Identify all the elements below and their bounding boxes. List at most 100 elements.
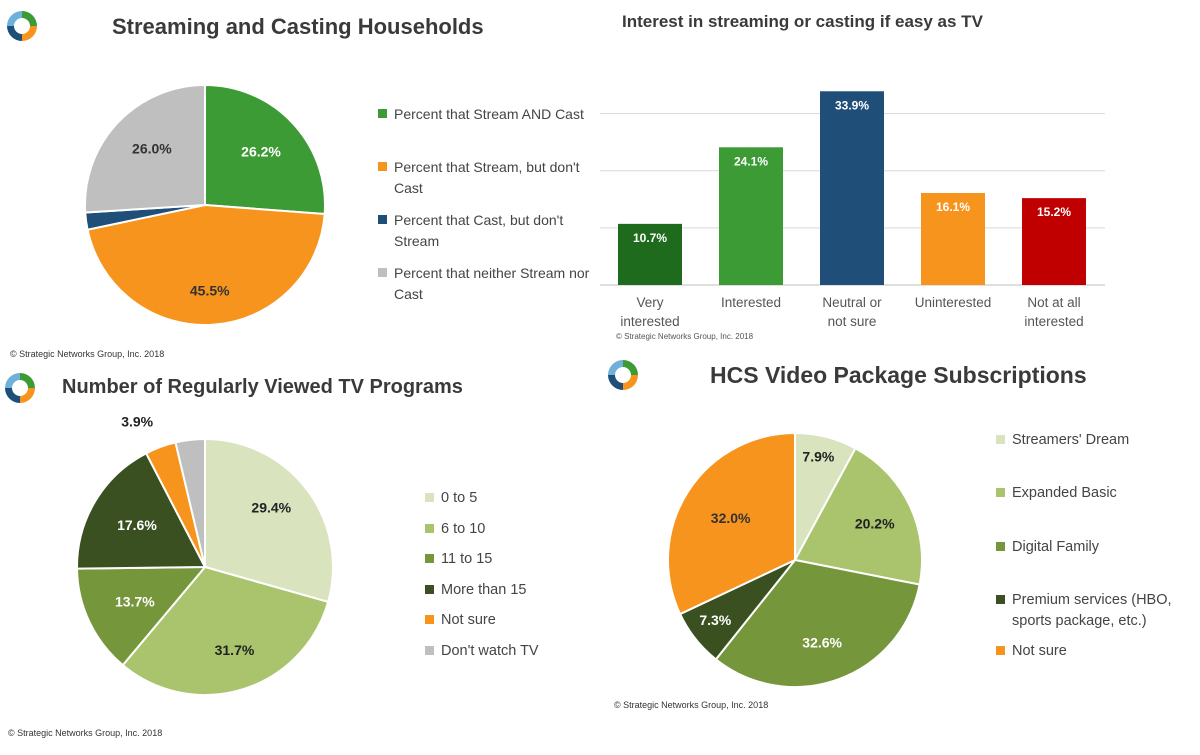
legend-label: Not sure (1012, 643, 1067, 659)
pie-label-premium-services-hbo-sports-package-etc: 7.3% (699, 612, 731, 628)
logo-icon (7, 11, 37, 41)
legend-swatch (996, 435, 1005, 444)
pie-label-streamers-dream: 7.9% (802, 448, 834, 464)
pie-slice-not-sure (667, 431, 796, 616)
interest-bar-chart: 10.7% Very interested 24.1% Interested 33.9% N… (600, 91, 1105, 329)
pie-label-11-to-15: 13.7% (115, 593, 155, 609)
legend-label: Don't watch TV (441, 642, 539, 659)
legend-label: Premium services (HBO, sports package, e… (1012, 592, 1172, 629)
legend-label: More than 15 (441, 581, 527, 598)
legend-swatch (378, 215, 387, 224)
programs-title: Number of Regularly Viewed TV Programs (62, 376, 463, 398)
legend-swatch (425, 584, 434, 594)
legend-item-11-to-15: 11 to 15 (425, 549, 605, 570)
legend-swatch (996, 646, 1005, 655)
legend-label: 11 to 15 (441, 551, 493, 567)
pie-label-6-to-10: 31.7% (215, 642, 255, 658)
bar-neutral-or-not-sure (820, 91, 884, 286)
bar-label-uninterested: 16.1% (936, 200, 970, 214)
legend-swatch (996, 542, 1005, 551)
legend-label: Percent that Stream AND Cast (394, 106, 584, 122)
pie-label-digital-family: 32.6% (802, 635, 842, 651)
pie-label-more-than-15: 17.6% (117, 517, 157, 533)
pie-label-percent-that-stream-but-don-t-cast: 45.5% (190, 283, 230, 299)
legend-swatch (378, 109, 387, 118)
legend-item-streamers-dream: Streamers' Dream (996, 430, 1191, 451)
logo-icon (5, 373, 35, 403)
legend-label: Percent that Cast, but don't Stream (394, 212, 564, 249)
pie-label-not-sure: 3.9% (121, 415, 153, 429)
programs-copyright: © Strategic Networks Group, Inc. 2018 (8, 728, 163, 738)
legend-item-premium-services-hbo-sports-package-etc: Premium services (HBO, sports package, e… (996, 590, 1191, 632)
pie-slice-percent-that-stream-but-don-t-cast (86, 203, 326, 326)
x-tick-label-not-at-all-interested: Not at all interested (1024, 295, 1083, 329)
legend-item-expanded-basic: Expanded Basic (996, 483, 1191, 504)
programs-legend: 0 to 5 6 to 10 11 to 15 More than 15 Not sur… (425, 488, 605, 668)
packages-legend: Streamers' Dream Expanded Basic Digital Fa… (996, 430, 1196, 670)
legend-item-percent-that-cast-but-don-t-stream: Percent that Cast, but don't Stream (378, 210, 603, 252)
legend-item-6-to-10: 6 to 10 (425, 519, 605, 540)
legend-item-0-to-5: 0 to 5 (425, 488, 605, 509)
x-tick-label-interested: Interested (721, 295, 781, 310)
households-pie-chart: 26.2%45.5%2.3%26.0% (84, 83, 326, 326)
legend-swatch (425, 615, 434, 624)
bar-label-not-at-all-interested: 15.2% (1037, 205, 1071, 219)
legend-swatch (378, 162, 387, 171)
legend-item-not-sure: Not sure (425, 610, 605, 631)
packages-title: HCS Video Package Subscriptions (710, 362, 1087, 388)
pie-slice-more-than-15 (76, 451, 207, 570)
legend-item-not-sure: Not sure (996, 641, 1191, 662)
legend-item-percent-that-stream-but-don-t-cast: Percent that Stream, but don't Cast (378, 157, 603, 199)
legend-swatch (425, 493, 434, 502)
pie-label-not-sure: 32.0% (711, 510, 751, 526)
bar-interested (719, 147, 783, 285)
pie-slice-6-to-10 (121, 565, 330, 696)
legend-label: Percent that Stream, but don't Cast (394, 159, 580, 196)
interest-title: Interest in streaming or casting if easy… (622, 12, 983, 31)
pie-slice-don-t-watch-tv (174, 437, 206, 568)
legend-swatch (425, 554, 434, 563)
legend-swatch (996, 595, 1005, 604)
legend-label: Streamers' Dream (1012, 432, 1130, 448)
pie-slice-percent-that-stream-and-cast (204, 83, 326, 216)
households-copyright: © Strategic Networks Group, Inc. 2018 (10, 349, 165, 359)
bar-label-interested: 24.1% (734, 154, 768, 168)
packages-pie-chart: 7.9% 20.2% 32.6% 7.3% 32.0% (667, 431, 923, 688)
pie-slice-0-to-5 (204, 437, 334, 604)
households-legend: Percent that Stream AND Cast Percent that… (378, 104, 608, 314)
legend-label: 6 to 10 (441, 520, 486, 537)
legend-label: Expanded Basic (1012, 485, 1117, 501)
interest-copyright: © Strategic Networks Group, Inc. 2018 (616, 332, 754, 341)
bar-very-interested (618, 223, 682, 285)
legend-item-percent-that-neither-stream-nor-cast: Percent that neither Stream nor Cast (378, 263, 603, 305)
legend-item-digital-family: Digital Family (996, 537, 1191, 558)
pie-label-percent-that-stream-and-cast: 26.2% (241, 143, 281, 159)
legend-swatch (996, 488, 1005, 497)
pie-label-0-to-5: 29.4% (251, 499, 291, 515)
x-tick-label-uninterested: Uninterested (915, 295, 992, 310)
legend-item-percent-that-stream-and-cast: Percent that Stream AND Cast (378, 104, 603, 125)
programs-pie-chart: 29.4%31.7%13.7%17.6%3.9%3.7% (75, 415, 334, 696)
legend-swatch (425, 645, 434, 655)
bar-label-very-interested: 10.7% (633, 231, 667, 245)
pie-slice-11-to-15 (75, 565, 208, 667)
packages-copyright: © Strategic Networks Group, Inc. 2018 (614, 700, 769, 710)
legend-label: Not sure (441, 612, 496, 628)
pie-slice-digital-family (714, 558, 921, 688)
legend-swatch (378, 268, 387, 277)
x-tick-label-very-interested: Very interested (620, 295, 679, 329)
legend-item-more-than-15: More than 15 (425, 580, 605, 601)
legend-label: Percent that neither Stream nor Cast (394, 265, 590, 302)
pie-label-expanded-basic: 20.2% (855, 516, 895, 532)
logo-icon (608, 360, 638, 390)
bar-uninterested (921, 193, 985, 285)
bar-label-neutral-or-not-sure: 33.9% (835, 98, 869, 112)
x-tick-label-neutral-or-not-sure: Neutral or not sure (822, 295, 882, 329)
legend-swatch (425, 523, 434, 533)
bar-not-at-all-interested (1022, 198, 1086, 285)
pie-label-percent-that-neither-stream-nor-cast: 26.0% (132, 141, 172, 157)
legend-label: 0 to 5 (441, 490, 478, 506)
pie-slice-expanded-basic (793, 446, 923, 586)
pie-slice-percent-that-neither-stream-nor-cast (84, 83, 206, 214)
legend-item-don-t-watch-tv: Don't watch TV (425, 641, 605, 662)
